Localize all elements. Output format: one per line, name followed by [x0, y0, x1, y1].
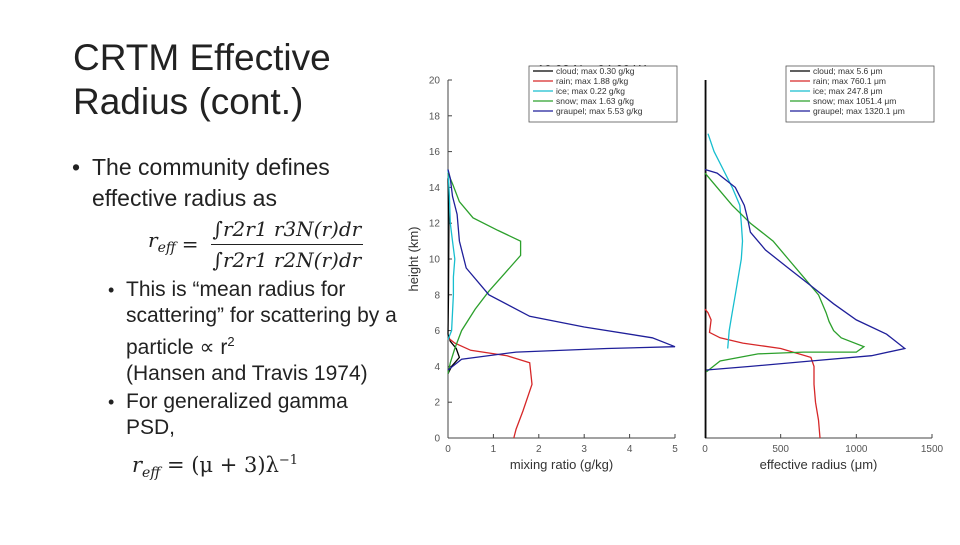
eq-denominator: ∫r2r1 r2N(r)dr — [212, 248, 362, 272]
legend-label: graupel; max 1320.1 μm — [813, 106, 905, 116]
gamma-equation: reff = (μ + 3)λ−1 — [132, 453, 299, 482]
y-tick-label: 14 — [429, 183, 441, 194]
legend-box — [785, 65, 935, 123]
bullet-definition: • The community defines effective radius… — [72, 152, 402, 214]
series-line — [704, 168, 907, 371]
eq-lhs: reff — [148, 228, 176, 256]
sub-bullets: • This is “mean radius for scattering” f… — [108, 277, 402, 441]
eq-numerator: ∫r2r1 r3N(r)dr — [210, 216, 364, 245]
legend-label: snow; max 1051.4 μm — [813, 96, 896, 106]
bullet-reference: (Hansen and Travis 1974) — [126, 362, 368, 385]
effective-radius-equation: reff = ∫r2r1 r3N(r)dr ∫r2r1 r2N(r)dr — [148, 216, 402, 273]
bullet-dot: • — [72, 154, 81, 180]
gamma-equation-rhs: = (μ + 3)λ — [166, 453, 279, 477]
profile-charts: 0123450246810121416182019.08 N, −94.69 W… — [406, 62, 944, 472]
eq-fraction: ∫r2r1 r3N(r)dr ∫r2r1 r2N(r)dr — [210, 216, 364, 273]
y-tick-label: 0 — [434, 434, 440, 445]
x-tick-label: 0 — [702, 444, 708, 455]
bullet-dot: • — [108, 280, 115, 300]
x-tick-label: 1000 — [845, 444, 868, 455]
legend-label: rain; max 760.1 μm — [813, 76, 886, 86]
x-tick-label: 1 — [491, 444, 497, 455]
series-line — [707, 133, 744, 349]
y-tick-label: 16 — [429, 147, 441, 158]
y-tick-label: 20 — [429, 76, 441, 87]
legend-label: ice; max 247.8 μm — [813, 86, 883, 96]
bullet-mean-radius-text: This is “mean radius for scattering” for… — [126, 278, 397, 359]
series-line — [447, 337, 533, 439]
y-tick-label: 6 — [434, 326, 440, 337]
legend-label: rain; max 1.88 g/kg — [556, 76, 629, 86]
gamma-equation-sup: −1 — [278, 453, 299, 468]
x-tick-label: 2 — [536, 444, 542, 455]
y-tick-label: 12 — [429, 219, 441, 230]
y-tick-label: 4 — [434, 362, 440, 373]
bullet-gamma-psd: • For generalized gamma PSD, — [108, 389, 402, 441]
legend-label: snow; max 1.63 g/kg — [556, 96, 634, 106]
bullet-mean-radius-sup: 2 — [227, 334, 235, 349]
series-line — [704, 308, 821, 439]
legend-label: ice; max 0.22 g/kg — [556, 86, 625, 96]
bullet-gamma-psd-text: For generalized gamma PSD, — [126, 390, 348, 439]
bullet-dot: • — [108, 392, 115, 412]
legend-label: cloud; max 5.6 μm — [813, 66, 883, 76]
x-tick-label: 500 — [772, 444, 789, 455]
legend-label: cloud; max 0.30 g/kg — [556, 66, 635, 76]
legend-box — [528, 65, 678, 123]
y-axis-label: height (km) — [406, 226, 421, 291]
chart-area: 0123450246810121416182019.08 N, −94.69 W… — [400, 56, 960, 540]
series-line — [447, 178, 461, 374]
series-line — [447, 169, 456, 340]
series-line — [447, 172, 522, 374]
y-tick-label: 18 — [429, 111, 441, 122]
x-tick-label: 3 — [581, 444, 587, 455]
eq-equals: = — [181, 232, 199, 256]
x-tick-label: 5 — [672, 444, 678, 455]
y-tick-label: 8 — [434, 290, 440, 301]
legend-label: graupel; max 5.53 g/kg — [556, 106, 643, 116]
x-tick-label: 1500 — [921, 444, 944, 455]
y-tick-label: 10 — [429, 255, 441, 266]
x-tick-label: 0 — [445, 444, 451, 455]
x-axis-label: effective radius (μm) — [760, 457, 878, 472]
bullet-content: • The community defines effective radius… — [72, 152, 402, 489]
bullet-mean-radius: • This is “mean radius for scattering” f… — [108, 277, 402, 387]
x-tick-label: 4 — [627, 444, 633, 455]
x-axis-label: mixing ratio (g/kg) — [510, 457, 613, 472]
bullet-definition-text: The community defines effective radius a… — [92, 154, 330, 211]
series-line — [447, 169, 676, 371]
y-tick-label: 2 — [434, 398, 440, 409]
slide-title: CRTM Effective Radius (cont.) — [73, 37, 331, 122]
